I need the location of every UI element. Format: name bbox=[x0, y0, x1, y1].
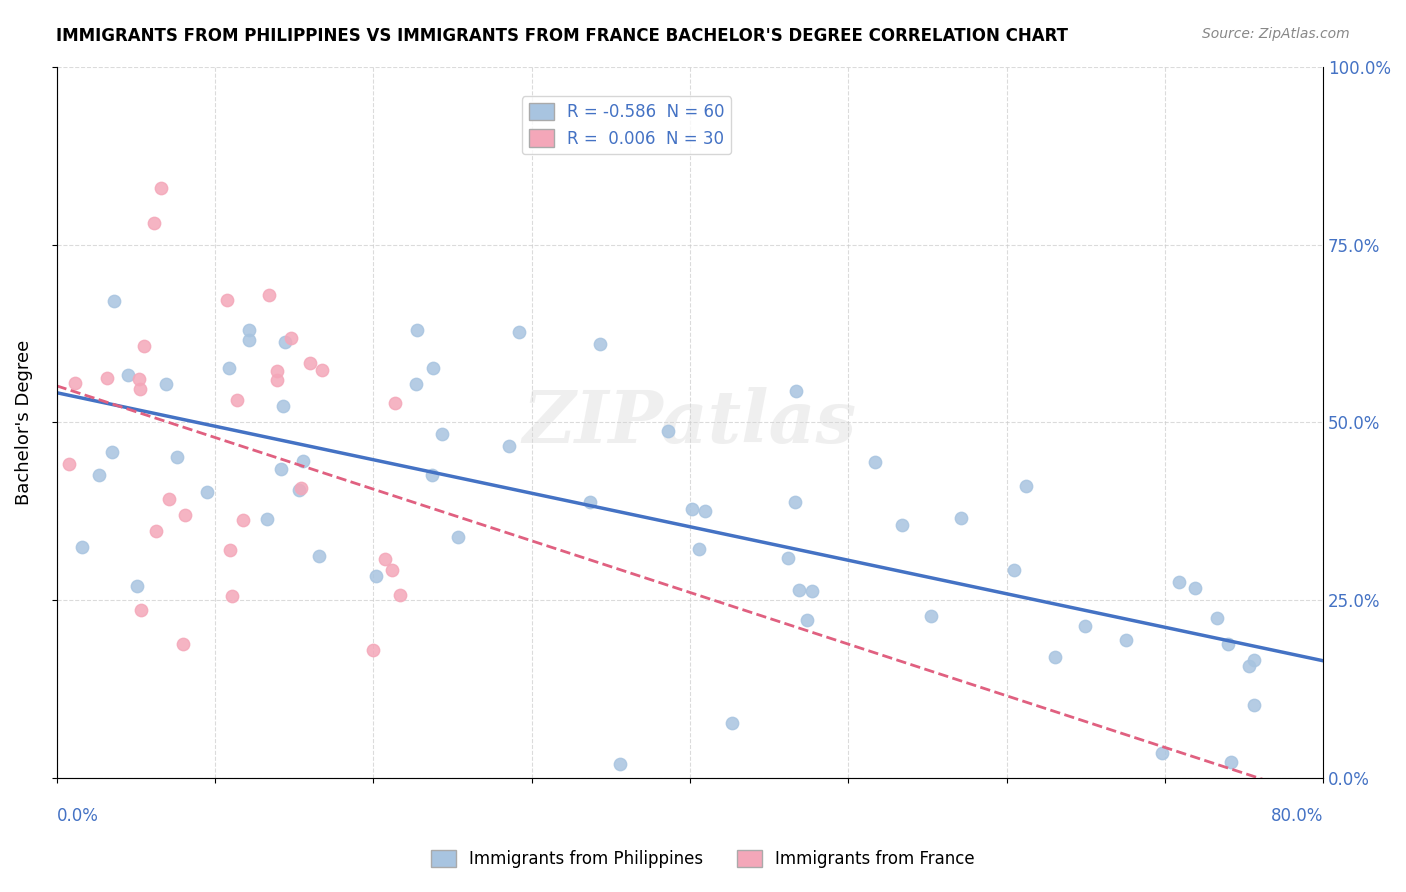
Point bbox=[218, 360, 240, 375]
Point bbox=[221, 589, 243, 603]
Point bbox=[787, 582, 810, 597]
Point bbox=[58, 457, 80, 471]
Point bbox=[366, 568, 388, 582]
Point bbox=[720, 715, 742, 730]
Point bbox=[271, 399, 294, 413]
Point bbox=[406, 323, 429, 337]
Point bbox=[87, 468, 110, 483]
Point bbox=[778, 550, 800, 565]
Point bbox=[1073, 618, 1095, 632]
Point bbox=[949, 511, 972, 525]
Point bbox=[1237, 659, 1260, 673]
Point bbox=[388, 588, 411, 602]
Y-axis label: Bachelor's Degree: Bachelor's Degree bbox=[15, 340, 32, 505]
Point bbox=[299, 356, 322, 370]
Point bbox=[785, 384, 807, 398]
Point bbox=[405, 376, 427, 391]
Point bbox=[173, 508, 195, 523]
Point bbox=[103, 294, 125, 309]
Point bbox=[863, 455, 886, 469]
Point bbox=[1168, 574, 1191, 589]
Point bbox=[238, 333, 260, 347]
Point bbox=[266, 364, 288, 378]
Point bbox=[498, 440, 520, 454]
Point bbox=[420, 467, 443, 482]
Point bbox=[920, 609, 942, 624]
Point bbox=[274, 335, 297, 350]
Point bbox=[128, 372, 150, 386]
Text: 80.0%: 80.0% bbox=[1271, 807, 1323, 825]
Point bbox=[1243, 652, 1265, 666]
Point bbox=[1218, 637, 1240, 651]
Point bbox=[1243, 698, 1265, 713]
Point bbox=[1015, 478, 1038, 492]
Point bbox=[1115, 632, 1137, 647]
Point bbox=[508, 325, 530, 339]
Point bbox=[134, 339, 156, 353]
Point bbox=[384, 396, 406, 410]
Point bbox=[157, 491, 180, 506]
Point bbox=[129, 603, 152, 617]
Legend: R = -0.586  N = 60, R =  0.006  N = 30: R = -0.586 N = 60, R = 0.006 N = 30 bbox=[522, 96, 731, 154]
Point bbox=[150, 180, 173, 194]
Point bbox=[96, 371, 118, 385]
Point bbox=[361, 643, 384, 657]
Point bbox=[270, 462, 292, 476]
Point bbox=[232, 513, 254, 527]
Point bbox=[70, 541, 93, 555]
Point bbox=[311, 363, 333, 377]
Point bbox=[579, 494, 602, 508]
Point bbox=[422, 361, 444, 376]
Point bbox=[589, 337, 612, 351]
Point bbox=[145, 524, 167, 538]
Point bbox=[1150, 746, 1173, 760]
Text: ZIPatlas: ZIPatlas bbox=[523, 387, 856, 458]
Point bbox=[374, 552, 396, 566]
Legend: Immigrants from Philippines, Immigrants from France: Immigrants from Philippines, Immigrants … bbox=[425, 843, 981, 875]
Point bbox=[890, 518, 912, 533]
Point bbox=[688, 541, 710, 556]
Point bbox=[430, 426, 453, 441]
Text: 0.0%: 0.0% bbox=[56, 807, 98, 825]
Text: Source: ZipAtlas.com: Source: ZipAtlas.com bbox=[1202, 27, 1350, 41]
Point bbox=[290, 482, 312, 496]
Point bbox=[155, 377, 177, 392]
Point bbox=[117, 368, 139, 383]
Point bbox=[142, 216, 165, 230]
Point bbox=[226, 393, 249, 408]
Point bbox=[125, 579, 148, 593]
Point bbox=[266, 373, 288, 387]
Point bbox=[447, 530, 470, 544]
Point bbox=[218, 543, 240, 558]
Point bbox=[801, 583, 824, 598]
Point bbox=[681, 501, 703, 516]
Point bbox=[693, 504, 716, 518]
Point bbox=[381, 563, 404, 577]
Point bbox=[1002, 563, 1025, 577]
Point bbox=[1043, 650, 1066, 665]
Point bbox=[257, 288, 280, 302]
Point bbox=[1184, 582, 1206, 596]
Point bbox=[292, 454, 315, 468]
Point bbox=[129, 382, 152, 396]
Point bbox=[166, 450, 188, 464]
Point bbox=[195, 484, 218, 499]
Point bbox=[657, 425, 679, 439]
Point bbox=[238, 323, 260, 337]
Point bbox=[287, 483, 309, 497]
Point bbox=[1205, 611, 1227, 625]
Point bbox=[280, 331, 302, 345]
Point bbox=[63, 376, 86, 390]
Point bbox=[172, 636, 194, 650]
Text: IMMIGRANTS FROM PHILIPPINES VS IMMIGRANTS FROM FRANCE BACHELOR'S DEGREE CORRELAT: IMMIGRANTS FROM PHILIPPINES VS IMMIGRANT… bbox=[56, 27, 1069, 45]
Point bbox=[796, 613, 818, 627]
Point bbox=[308, 549, 330, 563]
Point bbox=[256, 512, 278, 526]
Point bbox=[101, 445, 124, 459]
Point bbox=[217, 293, 239, 307]
Point bbox=[1219, 755, 1241, 769]
Point bbox=[783, 495, 806, 509]
Point bbox=[609, 757, 631, 772]
